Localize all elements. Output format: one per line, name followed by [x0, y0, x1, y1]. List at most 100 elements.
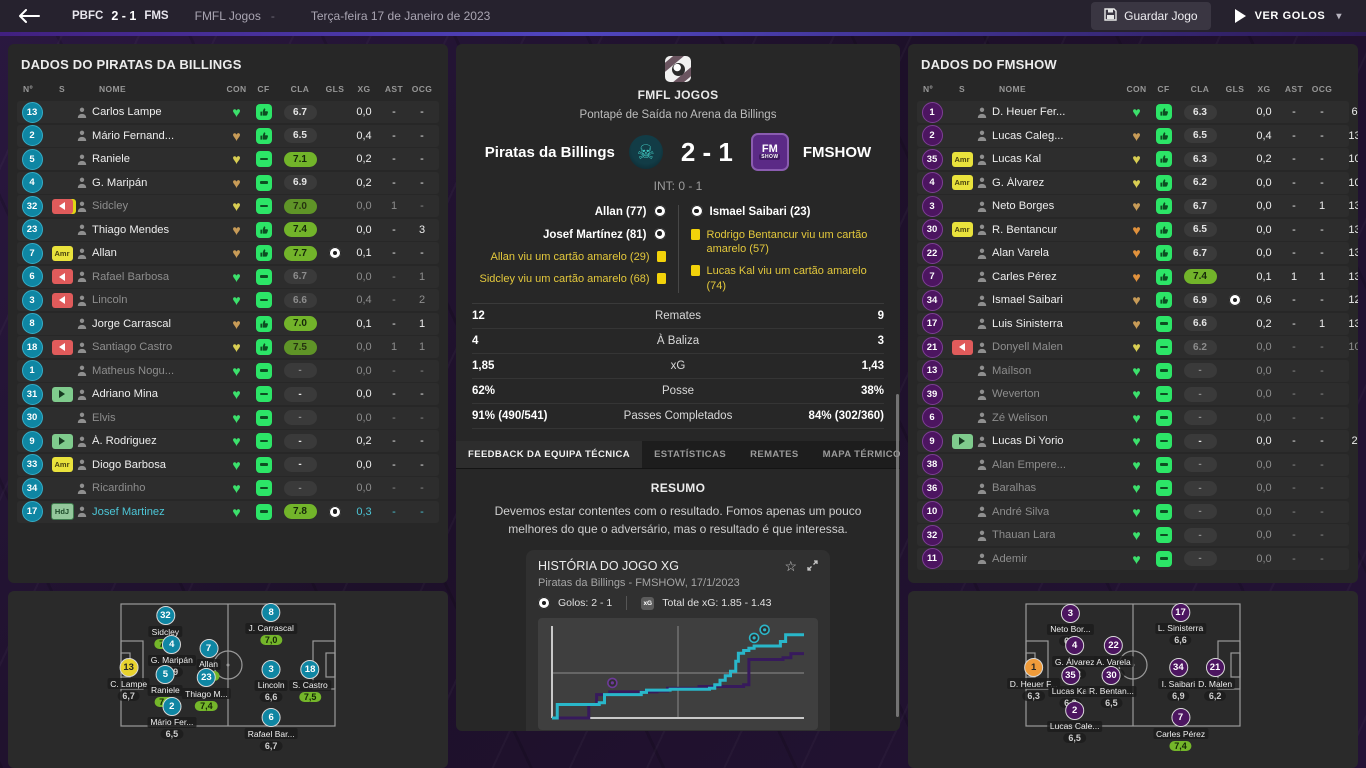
player-row[interactable]: 1 D. Heuer Fer... ♥ 6.3 0,0 - - 6,0 km: [917, 101, 1358, 123]
xg-value: 0,0: [1256, 552, 1272, 565]
yellow-card-badge: Amr: [951, 222, 973, 237]
player-name: Donyell Malen: [992, 341, 1063, 353]
view-goals-button[interactable]: VER GOLOS ▾: [1229, 8, 1348, 24]
player-row[interactable]: 7 Carles Pérez ♥ 7.4 0,1 1 1 13,6 km: [917, 265, 1358, 288]
xg-total-icon: xG: [641, 596, 655, 610]
away-team-name[interactable]: FMSHOW: [802, 143, 872, 161]
pitch-player[interactable]: 34 I. Saibari 6,9: [1158, 658, 1199, 701]
tab-estat-sticas[interactable]: ESTATÍSTICAS: [654, 449, 727, 460]
pitch-player[interactable]: 18 S. Castro 7,5: [289, 659, 331, 703]
xg-value: 0,2: [356, 435, 372, 447]
tab-mapa-t-rmico[interactable]: MAPA TÉRMICO: [822, 449, 900, 460]
player-circle: 3: [261, 659, 281, 679]
player-row[interactable]: 22 Alan Varela ♥ 6.7 0,0 - - 13,4 km: [917, 242, 1358, 264]
assists-value: -: [392, 458, 396, 471]
pitch-player[interactable]: 8 J. Carrascal 7,0: [245, 602, 297, 646]
back-button[interactable]: [0, 0, 58, 32]
shirt-number: 33: [21, 454, 43, 475]
player-circle: 21: [1205, 658, 1225, 678]
pitch-player[interactable]: 3 Lincoln 6,6: [254, 659, 288, 703]
pitch-player[interactable]: 6 Rafael Bar... 6,7: [244, 708, 298, 751]
star-icon[interactable]: ☆: [774, 559, 797, 573]
player-circle: 1: [1024, 658, 1044, 678]
assists-value: -: [1292, 153, 1296, 165]
save-game-button[interactable]: Guardar Jogo: [1091, 2, 1211, 30]
column-header: CF: [1157, 84, 1170, 94]
pitch-player[interactable]: 23 Thiago M... 7,4: [182, 668, 231, 711]
distance-value: 13,5 km: [1348, 317, 1358, 330]
soccer-ball-icon: [653, 205, 666, 217]
tab-remates[interactable]: REMATES: [750, 449, 799, 460]
expand-icon[interactable]: [797, 559, 818, 573]
player-name: Thauan Lara: [992, 529, 1056, 541]
pitch-player[interactable]: 7 Carles Pérez 7,4: [1152, 708, 1209, 751]
player-row[interactable]: 30 Amr R. Bentancur ♥ 6.5 0,0 - - 13,1 km: [917, 218, 1358, 241]
player-row[interactable]: 9 Lucas Di Yorio ♥ - 0,0 - - 2,2 km: [917, 430, 1358, 452]
player-row[interactable]: 4 Amr G. Álvarez ♥ 6.2 0,0 - - 10,8 km: [917, 171, 1358, 194]
player-row[interactable]: 4G. Maripán♥6.90,2--10,6 km: [17, 171, 439, 194]
player-name: Mário Fernand...: [92, 129, 175, 142]
shirt-number: 23: [21, 219, 43, 240]
pitch-player[interactable]: 13 C. Lampe 6,7: [107, 658, 151, 701]
player-row[interactable]: 2 Lucas Caleg... ♥ 6.5 0,4 - - 13,4 km: [917, 124, 1358, 147]
pitch-player[interactable]: 21 D. Malen 6,2: [1195, 658, 1236, 701]
pitch-player[interactable]: 2 Mário Fer... 6,5: [147, 696, 197, 740]
home-team-name[interactable]: Piratas da Billings: [484, 143, 615, 161]
distance-value: -: [1337, 459, 1358, 471]
chances-value: -: [1320, 482, 1324, 494]
shirt-number: 30: [21, 407, 43, 428]
assists-value: -: [1292, 129, 1296, 142]
distance-value: 9,6 km: [437, 294, 448, 306]
event-text: Ismael Saibari (23): [709, 206, 811, 218]
player-row[interactable]: 6Zé Welison♥-0,0---: [917, 406, 1349, 429]
pitch-player[interactable]: 30 R. Bentan... 6,5: [1085, 665, 1137, 709]
panel-scrollbar[interactable]: [896, 394, 899, 718]
player-name: Carles Pérez: [1152, 728, 1209, 740]
shirt-number: 6: [921, 407, 943, 428]
person-icon: [77, 412, 87, 423]
player-row[interactable]: 34 Ismael Saibari ♥ 6.9 0,6 - - 12,8 km: [917, 289, 1358, 311]
pitch-player[interactable]: 17 L. Sinisterra 6,6: [1154, 602, 1207, 646]
tab-feedback-da-equipa-t-cnica[interactable]: FEEDBACK DA EQUIPA TÉCNICA: [456, 441, 643, 468]
minus-icon: [1155, 503, 1172, 520]
assists-value: -: [1292, 247, 1296, 259]
chances-value: -: [1320, 176, 1324, 189]
chances-value: -: [420, 388, 424, 400]
person-icon: [77, 318, 87, 329]
pitch-player[interactable]: 2 Lucas Cale... 6,5: [1046, 700, 1103, 744]
player-row[interactable]: 3 Neto Borges ♥ 6.7 0,0 - 1 13,3 km: [917, 195, 1358, 217]
player-circle: 2: [162, 696, 182, 716]
player-name: Jorge Carrascal: [92, 317, 171, 330]
player-row[interactable]: 21 Donyell Malen ♥ 6.2 0,0 - - 10,0 km: [917, 336, 1358, 358]
pitch-player[interactable]: 1 D. Heuer F... 6,3: [1006, 658, 1061, 701]
person-icon: [977, 154, 987, 165]
xg-value: 0,2: [356, 176, 372, 189]
player-row[interactable]: 35 Amr Lucas Kal ♥ 6.3 0,2 - - 10,8 km: [917, 148, 1358, 170]
player-row[interactable]: 17 Luis Sinisterra ♥ 6.6 0,2 - 1 13,5 km: [917, 312, 1358, 335]
player-row[interactable]: 9Á. Rodriguez♥-0,2--2,3 km: [17, 430, 439, 452]
